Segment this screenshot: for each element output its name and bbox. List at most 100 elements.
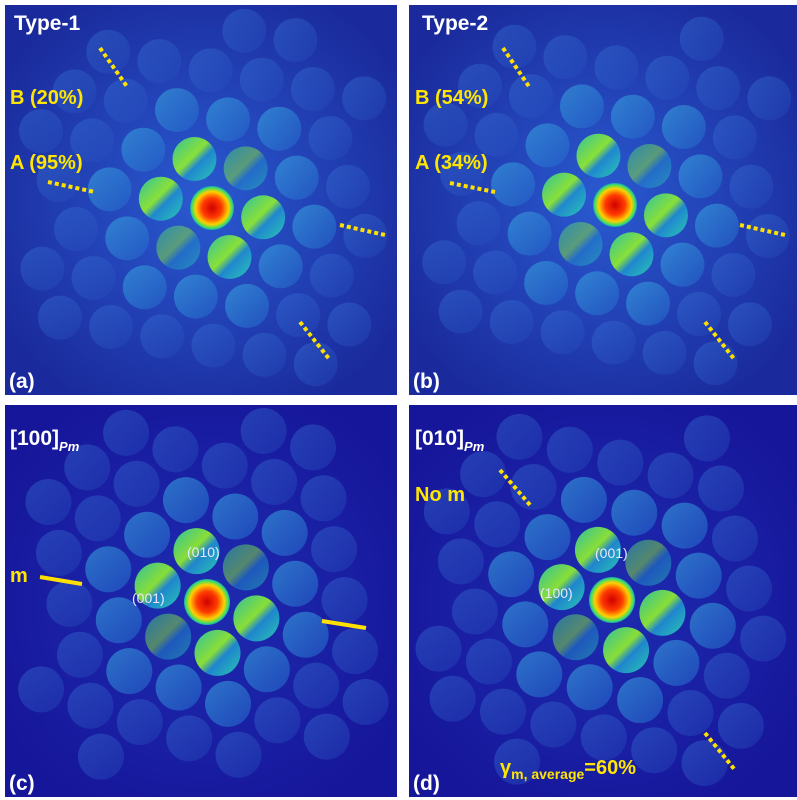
- diffraction-disc: [326, 165, 370, 209]
- diffraction-disc: [190, 186, 234, 230]
- diffraction-disc: [678, 154, 722, 198]
- diffraction-disc: [480, 689, 526, 735]
- diffraction-disc: [243, 333, 287, 377]
- diffraction-disc: [114, 461, 160, 507]
- diffraction-disc: [251, 459, 297, 505]
- diffraction-disc: [103, 410, 149, 456]
- diffraction-disc: [206, 97, 250, 141]
- diffraction-disc: [343, 679, 389, 725]
- diffraction-disc: [75, 495, 121, 541]
- diffraction-disc: [163, 477, 209, 523]
- diffraction-disc: [139, 177, 183, 221]
- diffraction-disc: [627, 144, 671, 188]
- diffraction-disc: [509, 74, 553, 118]
- diffraction-disc: [581, 714, 627, 760]
- diffraction-disc: [643, 331, 687, 375]
- diffraction-disc: [553, 614, 599, 660]
- diffraction-disc: [667, 690, 713, 736]
- diffraction-disc: [283, 612, 329, 658]
- diffraction-disc: [617, 677, 663, 723]
- diffraction-disc: [676, 553, 722, 599]
- panel-title: Type-1: [14, 12, 80, 35]
- diffraction-disc: [292, 205, 336, 249]
- diffraction-disc: [86, 30, 130, 74]
- diffraction-disc: [662, 105, 706, 149]
- diffraction-disc: [567, 664, 613, 710]
- diffraction-disc: [342, 76, 386, 120]
- diffraction-disc: [712, 515, 758, 561]
- diffraction-disc: [603, 627, 649, 673]
- diffraction-disc: [677, 292, 721, 336]
- diffraction-disc: [223, 544, 269, 590]
- formula-sub: m, average: [511, 766, 584, 782]
- diffraction-disc: [644, 193, 688, 237]
- diffraction-disc: [729, 165, 773, 209]
- diffraction-disc: [254, 697, 300, 743]
- diffraction-disc: [684, 415, 730, 461]
- diffraction-disc: [191, 324, 235, 368]
- diffraction-disc: [561, 477, 607, 523]
- diffraction-disc: [438, 538, 484, 584]
- diffraction-disc: [726, 566, 772, 612]
- diffraction-disc: [645, 56, 689, 100]
- diffraction-disc: [241, 195, 285, 239]
- diffraction-disc: [212, 494, 258, 540]
- index-label: (010): [187, 544, 220, 560]
- diffraction-disc: [648, 453, 694, 499]
- diffraction-disc: [224, 146, 268, 190]
- diffraction-disc: [308, 116, 352, 160]
- figure: Type-1 B (20%) A (95%) (a) Type-2 B (54%…: [0, 0, 797, 800]
- zone-axis-main: [010]: [415, 427, 464, 450]
- diffraction-disc: [310, 254, 354, 298]
- diffraction-disc: [301, 475, 347, 521]
- diffraction-disc: [202, 443, 248, 489]
- diffraction-disc: [525, 514, 571, 560]
- diffraction-disc: [559, 222, 603, 266]
- diffraction-disc: [18, 666, 64, 712]
- diffraction-disc: [273, 18, 317, 62]
- diffraction-disc: [491, 162, 535, 206]
- diffraction-disc: [85, 546, 131, 592]
- diffraction-disc: [694, 341, 738, 385]
- zone-axis-sub: Pm: [59, 439, 80, 454]
- diffraction-disc: [626, 282, 670, 326]
- diffraction-disc: [611, 95, 655, 139]
- diffraction-disc: [172, 137, 216, 181]
- diffraction-disc: [205, 681, 251, 727]
- diffraction-disc: [72, 256, 116, 300]
- diffraction-disc: [195, 630, 241, 676]
- diffraction-disc: [496, 414, 542, 460]
- diffraction-disc: [576, 134, 620, 178]
- diffraction-disc: [610, 232, 654, 276]
- diffraction-disc: [322, 577, 368, 623]
- diffraction-disc: [543, 35, 587, 79]
- diffraction-disc: [124, 512, 170, 558]
- diffraction-disc: [466, 639, 512, 685]
- zone-axis-sub: Pm: [464, 439, 485, 454]
- diffraction-disc: [424, 103, 468, 147]
- diffraction-disc: [78, 734, 124, 780]
- annotation: B (54%): [415, 87, 488, 109]
- diffraction-disc: [597, 440, 643, 486]
- panel-label: (b): [413, 370, 440, 393]
- panel-label: (a): [9, 370, 35, 393]
- diffraction-disc: [19, 109, 63, 153]
- diffraction-disc: [660, 243, 704, 287]
- diffraction-disc: [452, 588, 498, 634]
- diffraction-disc: [216, 732, 262, 778]
- diffraction-disc: [89, 305, 133, 349]
- diffraction-disc: [240, 58, 284, 102]
- diffraction-disc: [189, 48, 233, 92]
- diffraction-disc: [542, 173, 586, 217]
- annotation: B (20%): [10, 87, 83, 109]
- diffraction-disc: [526, 123, 570, 167]
- panel-label: (d): [413, 772, 440, 795]
- diffraction-disc: [105, 216, 149, 260]
- diffraction-disc: [516, 651, 562, 697]
- diffraction-disc: [140, 314, 184, 358]
- diffraction-disc: [106, 648, 152, 694]
- diffraction-disc: [294, 342, 338, 386]
- diffraction-disc: [698, 465, 744, 511]
- diffraction-disc: [560, 84, 604, 128]
- zone-axis-main: [100]: [10, 427, 59, 450]
